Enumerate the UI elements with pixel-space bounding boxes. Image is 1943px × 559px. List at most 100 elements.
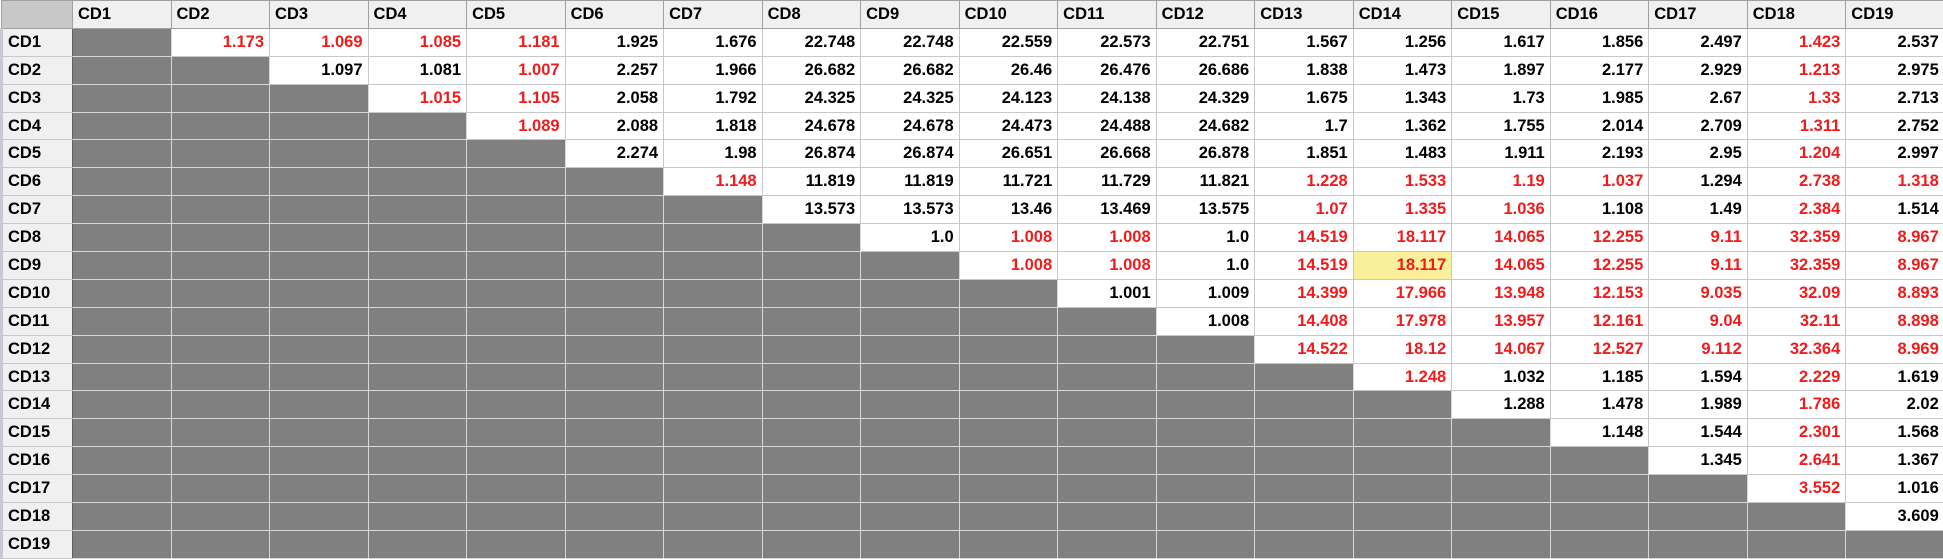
value-cell: 1.966 — [664, 56, 763, 84]
row-header: CD9 — [2, 252, 73, 280]
masked-cell — [368, 530, 467, 558]
value-cell: 9.112 — [1649, 335, 1748, 363]
value-cell: 24.123 — [959, 84, 1058, 112]
masked-cell — [467, 224, 566, 252]
value-cell: 1.036 — [1452, 196, 1551, 224]
masked-cell — [565, 363, 664, 391]
value-cell: 24.678 — [762, 112, 861, 140]
value-cell: 14.399 — [1255, 279, 1354, 307]
value-cell: 26.874 — [762, 140, 861, 168]
value-cell: 32.359 — [1747, 224, 1846, 252]
masked-cell — [73, 447, 172, 475]
column-header: CD5 — [467, 1, 566, 29]
masked-cell — [171, 447, 270, 475]
masked-cell — [368, 279, 467, 307]
masked-cell — [861, 252, 960, 280]
value-cell: 1.7 — [1255, 112, 1354, 140]
value-cell: 11.721 — [959, 168, 1058, 196]
masked-cell — [270, 168, 369, 196]
value-cell: 1.008 — [1156, 307, 1255, 335]
masked-cell — [1353, 503, 1452, 531]
corner-cell — [2, 1, 73, 29]
value-cell: 1.473 — [1353, 56, 1452, 84]
value-cell: 1.204 — [1747, 140, 1846, 168]
value-cell: 1.675 — [1255, 84, 1354, 112]
masked-cell — [1550, 447, 1649, 475]
masked-cell — [467, 279, 566, 307]
value-cell: 11.819 — [762, 168, 861, 196]
masked-cell — [1156, 447, 1255, 475]
value-cell: 2.738 — [1747, 168, 1846, 196]
value-cell: 8.969 — [1846, 335, 1943, 363]
value-cell: 11.821 — [1156, 168, 1255, 196]
column-header: CD16 — [1550, 1, 1649, 29]
masked-cell — [368, 196, 467, 224]
masked-cell — [270, 84, 369, 112]
masked-cell — [73, 168, 172, 196]
value-cell: 1.985 — [1550, 84, 1649, 112]
masked-cell — [467, 447, 566, 475]
masked-cell — [73, 252, 172, 280]
value-cell: 14.408 — [1255, 307, 1354, 335]
masked-cell — [565, 447, 664, 475]
value-cell: 1.081 — [368, 56, 467, 84]
masked-cell — [270, 224, 369, 252]
value-cell: 22.748 — [861, 28, 960, 56]
value-cell: 2.537 — [1846, 28, 1943, 56]
masked-cell — [368, 447, 467, 475]
value-cell: 2.088 — [565, 112, 664, 140]
value-cell: 1.818 — [664, 112, 763, 140]
row-header: CD14 — [2, 391, 73, 419]
masked-cell — [762, 419, 861, 447]
masked-cell — [368, 503, 467, 531]
masked-cell — [1452, 530, 1551, 558]
value-cell: 1.148 — [1550, 419, 1649, 447]
row-header: CD11 — [2, 307, 73, 335]
masked-cell — [762, 224, 861, 252]
value-cell: 1.483 — [1353, 140, 1452, 168]
masked-cell — [171, 224, 270, 252]
value-cell: 18.117 — [1353, 224, 1452, 252]
column-header: CD8 — [762, 1, 861, 29]
value-cell: 24.678 — [861, 112, 960, 140]
masked-cell — [664, 335, 763, 363]
value-cell: 9.035 — [1649, 279, 1748, 307]
value-cell: 1.008 — [959, 252, 1058, 280]
masked-cell — [1058, 335, 1157, 363]
value-cell: 24.488 — [1058, 112, 1157, 140]
masked-cell — [171, 140, 270, 168]
value-cell: 24.325 — [861, 84, 960, 112]
masked-cell — [565, 224, 664, 252]
masked-cell — [171, 475, 270, 503]
masked-cell — [664, 475, 763, 503]
value-cell: 1.007 — [467, 56, 566, 84]
value-cell: 1.213 — [1747, 56, 1846, 84]
masked-cell — [171, 196, 270, 224]
value-cell: 17.978 — [1353, 307, 1452, 335]
value-cell: 24.325 — [762, 84, 861, 112]
masked-cell — [171, 112, 270, 140]
value-cell: 1.343 — [1353, 84, 1452, 112]
value-cell: 1.001 — [1058, 279, 1157, 307]
value-cell: 3.609 — [1846, 503, 1943, 531]
value-cell: 1.256 — [1353, 28, 1452, 56]
column-header: CD11 — [1058, 1, 1157, 29]
masked-cell — [762, 530, 861, 558]
row-header: CD5 — [2, 140, 73, 168]
value-cell: 1.0 — [1156, 252, 1255, 280]
masked-cell — [270, 503, 369, 531]
masked-cell — [861, 530, 960, 558]
masked-cell — [270, 112, 369, 140]
row-header: CD1 — [2, 28, 73, 56]
masked-cell — [73, 335, 172, 363]
value-cell: 3.552 — [1747, 475, 1846, 503]
masked-cell — [565, 252, 664, 280]
row-header: CD2 — [2, 56, 73, 84]
masked-cell — [73, 224, 172, 252]
row-header: CD17 — [2, 475, 73, 503]
masked-cell — [1156, 530, 1255, 558]
masked-cell — [73, 112, 172, 140]
